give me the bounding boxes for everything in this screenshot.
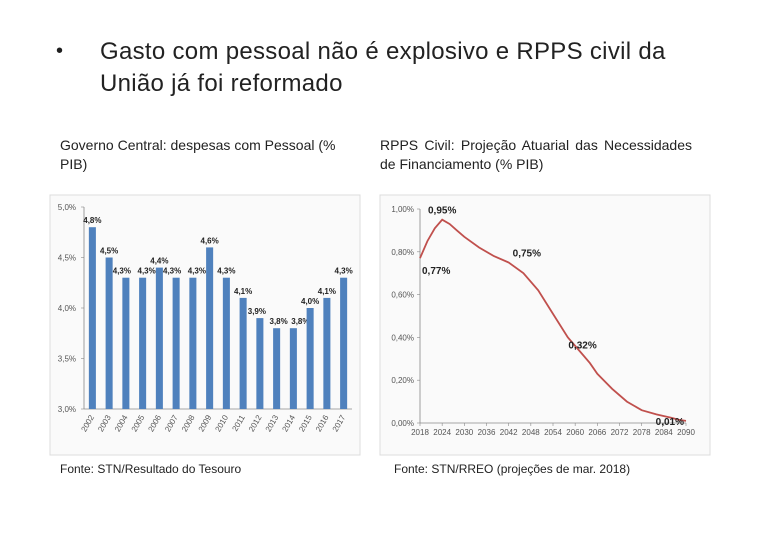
bar (139, 277, 147, 409)
line-x-tick-label: 2084 (655, 428, 673, 437)
line-x-tick-label: 2042 (500, 428, 518, 437)
bar (189, 277, 197, 409)
bar-data-label: 4,3% (188, 267, 206, 276)
bar (88, 227, 96, 409)
line-x-tick-label: 2066 (588, 428, 606, 437)
bar (172, 277, 180, 409)
line-chart-frame (379, 194, 711, 456)
bar-data-label: 3,8% (291, 317, 309, 326)
line-x-tick-label: 2078 (633, 428, 651, 437)
right-chart-subtitle: RPPS Civil: Projeção Atuarial das Necess… (380, 137, 692, 172)
bar-data-label: 4,1% (318, 287, 336, 296)
line-annotation: 0,77% (422, 266, 450, 277)
bar-data-label: 4,3% (217, 267, 235, 276)
line-x-tick-label: 2030 (455, 428, 473, 437)
bar-chart: 3,0%3,5%4,0%4,5%5,0%4,8%20024,5%20034,3%… (49, 194, 361, 456)
line-annotation: 0,32% (568, 341, 596, 352)
bar (105, 257, 113, 409)
line-annotation: 0,75% (513, 249, 541, 260)
bar-data-label: 4,3% (163, 267, 181, 276)
bar (239, 297, 247, 409)
bar-y-tick-label: 4,0% (58, 304, 76, 313)
bar (222, 277, 230, 409)
bar (306, 308, 314, 409)
line-y-tick-label: 0,60% (391, 291, 414, 300)
bar-y-tick-label: 3,0% (58, 405, 76, 414)
bar-data-label: 4,0% (301, 297, 319, 306)
bar-y-tick-label: 4,5% (58, 254, 76, 263)
line-y-tick-label: 0,80% (391, 248, 414, 257)
line-x-tick-label: 2090 (677, 428, 695, 437)
bar (256, 318, 264, 409)
bar (340, 277, 348, 409)
line-y-tick-label: 0,40% (391, 333, 414, 342)
bar-data-label: 4,3% (335, 267, 353, 276)
bar-data-label: 4,8% (83, 216, 101, 225)
line-x-tick-label: 2036 (478, 428, 496, 437)
line-y-tick-label: 0,00% (391, 419, 414, 428)
line-x-tick-label: 2072 (611, 428, 629, 437)
slide-title: Gasto com pessoal não é explosivo e RPPS… (100, 38, 666, 97)
bar-data-label: 3,9% (248, 307, 266, 316)
bar (206, 247, 214, 409)
bar-data-label: 3,8% (270, 317, 288, 326)
bar (155, 267, 163, 409)
line-chart: 0,00% 0,20% 0,40% 0,60% 0,80% 1,00% 2018 2024 20… (379, 194, 711, 456)
line-annotation: 0,01% (656, 417, 684, 428)
bar (273, 328, 281, 409)
line-y-tick-label: 1,00% (391, 205, 414, 214)
line-x-tick-label: 2018 (411, 428, 429, 437)
line-x-tick-label: 2048 (522, 428, 540, 437)
bar-data-label: 4,3% (138, 267, 156, 276)
right-chart-source: Fonte: STN/RREO (projeções de mar. 2018) (394, 462, 631, 476)
bar-data-label: 4,3% (113, 267, 131, 276)
bar-data-label: 4,4% (150, 257, 168, 266)
bar (289, 328, 297, 409)
line-x-tick-label: 2024 (433, 428, 451, 437)
line-x-tick-label: 2060 (566, 428, 584, 437)
rpps-series-line (419, 218, 687, 422)
line-annotation: 0,95% (428, 206, 456, 217)
left-chart-subtitle: Governo Central: despesas com Pessoal (%… (60, 137, 336, 172)
line-y-tick-label: 0,20% (391, 376, 414, 385)
bar-data-label: 4,6% (201, 236, 219, 245)
bar (122, 277, 130, 409)
bar-data-label: 4,1% (234, 287, 252, 296)
bar (323, 297, 331, 409)
bar-y-tick-label: 3,5% (58, 355, 76, 364)
left-chart-source: Fonte: STN/Resultado do Tesouro (60, 462, 242, 476)
line-x-tick-label: 2054 (544, 428, 562, 437)
bar-data-label: 4,5% (100, 247, 118, 256)
bar-y-tick-label: 5,0% (58, 203, 76, 212)
bullet-icon: • (56, 40, 64, 62)
